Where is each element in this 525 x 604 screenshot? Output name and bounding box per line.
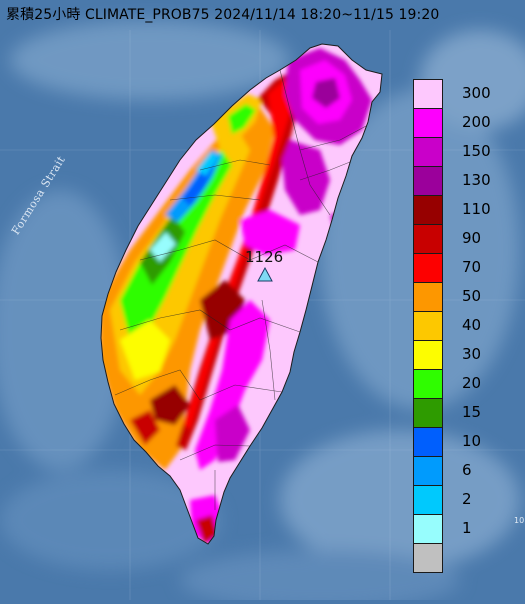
legend-swatch bbox=[413, 224, 443, 254]
legend-swatch bbox=[413, 253, 443, 283]
legend-swatch bbox=[413, 398, 443, 428]
legend-swatch bbox=[413, 166, 443, 196]
peak-marker-label: 1126 bbox=[245, 248, 284, 266]
legend-label: 110 bbox=[462, 200, 491, 218]
legend-label: 150 bbox=[462, 142, 491, 160]
legend-swatch bbox=[413, 311, 443, 341]
legend-swatch bbox=[413, 79, 443, 109]
legend-label: 90 bbox=[462, 229, 482, 247]
legend-swatch bbox=[413, 543, 443, 573]
legend-label: 200 bbox=[462, 113, 491, 131]
edge-label: 10 bbox=[514, 516, 525, 525]
legend-label: 40 bbox=[462, 316, 482, 334]
legend-label: 130 bbox=[462, 171, 491, 189]
legend-label: 10 bbox=[462, 432, 482, 450]
legend-label: 1 bbox=[462, 519, 472, 537]
legend-label: 15 bbox=[462, 403, 482, 421]
island-outline bbox=[100, 43, 383, 545]
legend-swatch bbox=[413, 514, 443, 544]
legend-label: 50 bbox=[462, 287, 482, 305]
legend-swatch bbox=[413, 456, 443, 486]
rainfall-legend: 300 200 150 130 110 90 70 50 40 30 20 15 10 6 2 1 bbox=[413, 79, 513, 573]
legend-swatch bbox=[413, 282, 443, 312]
legend-label: 70 bbox=[462, 258, 482, 276]
legend-label: 300 bbox=[462, 84, 491, 102]
legend-swatch bbox=[413, 485, 443, 515]
legend-swatch bbox=[413, 427, 443, 457]
legend-label: 6 bbox=[462, 461, 472, 479]
legend-label: 30 bbox=[462, 345, 482, 363]
peak-marker-icon bbox=[257, 266, 273, 282]
legend-label: 20 bbox=[462, 374, 482, 392]
map-title: 累積25小時 CLIMATE_PROB75 2024/11/14 18:20~1… bbox=[6, 7, 440, 23]
legend-swatch bbox=[413, 369, 443, 399]
legend-swatch bbox=[413, 340, 443, 370]
legend-swatch bbox=[413, 108, 443, 138]
legend-label: 2 bbox=[462, 490, 472, 508]
legend-swatch bbox=[413, 137, 443, 167]
legend-swatch bbox=[413, 195, 443, 225]
